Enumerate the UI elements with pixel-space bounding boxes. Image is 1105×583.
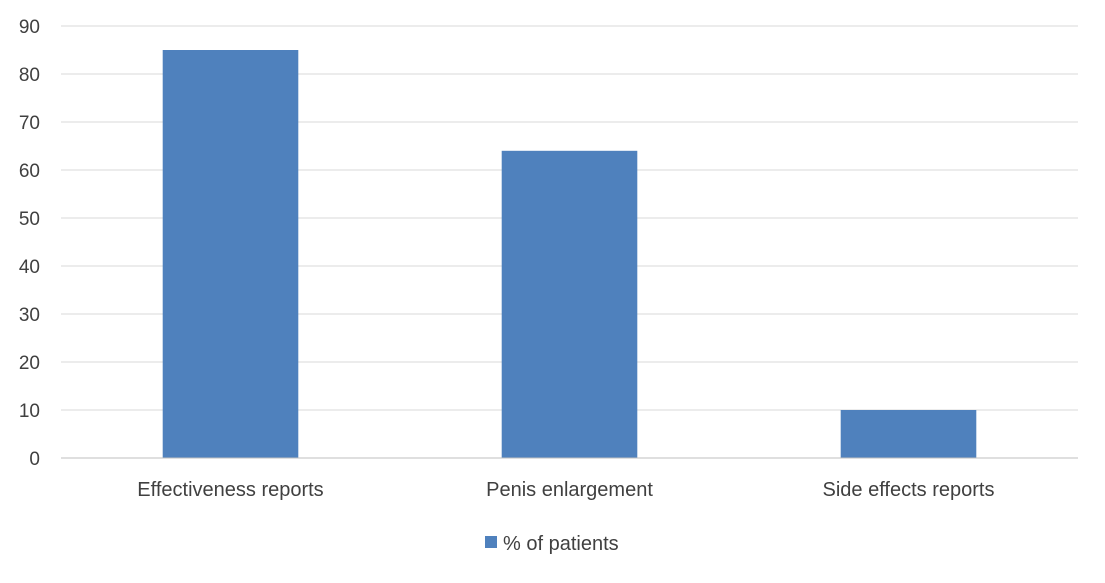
legend-label: % of patients [503,533,619,555]
x-tick-label: Penis enlargement [486,479,653,501]
y-tick-label: 60 [19,161,40,182]
y-tick-label: 90 [19,17,40,38]
y-tick-label: 80 [19,65,40,86]
y-tick-label: 0 [29,449,40,470]
y-tick-label: 70 [19,113,40,134]
x-tick-label: Side effects reports [823,479,995,501]
bar [162,50,299,458]
y-tick-label: 20 [19,353,40,374]
y-axis-ticks: 0 10 20 30 40 50 60 70 80 90 [19,17,40,470]
bar [501,150,638,459]
y-tick-label: 30 [19,305,40,326]
x-tick-label: Effectiveness reports [137,479,323,501]
x-axis-labels: Effectiveness reports Penis enlargement Si… [137,479,994,501]
y-tick-label: 10 [19,401,40,422]
legend-swatch [485,536,497,548]
y-tick-label: 40 [19,257,40,278]
bar [840,410,977,458]
bars [162,50,977,459]
y-tick-label: 50 [19,209,40,230]
legend: % of patients [485,533,619,555]
